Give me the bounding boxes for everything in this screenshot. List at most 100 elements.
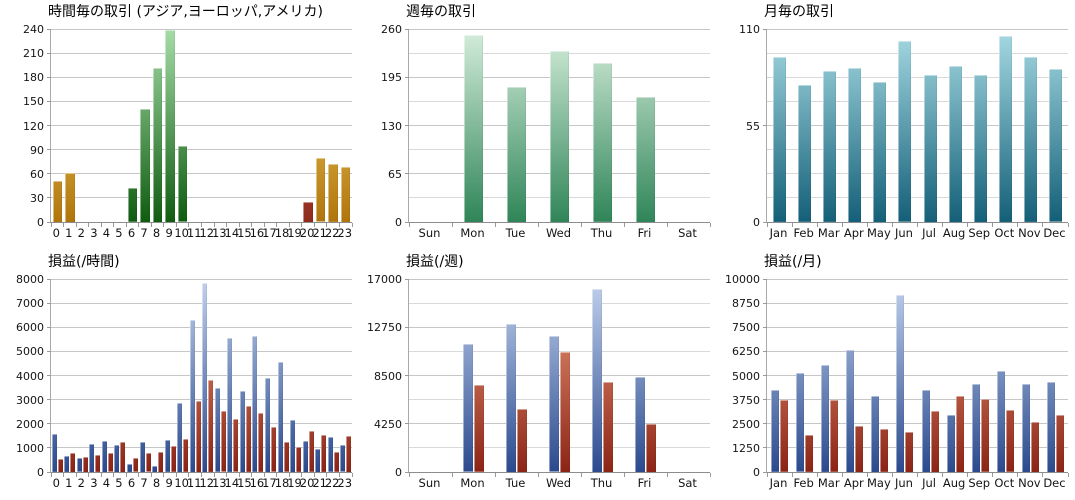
x-axis-label: 16 (249, 226, 265, 240)
y-gridline (51, 100, 352, 102)
y-axis-label: 6000 (16, 321, 44, 335)
x-axis-tick (313, 473, 315, 477)
y-gridline (409, 278, 710, 280)
y-gridline (409, 302, 710, 304)
bar-6-profit (127, 464, 133, 472)
y-axis-label: 5000 (16, 345, 44, 359)
bar-Tue-profit (506, 323, 516, 472)
bar-Jul-loss (930, 410, 939, 472)
y-axis-label: 0 (37, 216, 44, 229)
y-gridline (51, 278, 352, 280)
bar-10-profit (177, 402, 183, 472)
bar-13-profit (214, 388, 220, 472)
y-gridline (51, 350, 352, 352)
y-axis-tick (47, 278, 51, 280)
x-axis-tick (666, 223, 668, 227)
y-axis-tick (405, 221, 409, 223)
bar-19-loss (296, 447, 302, 472)
y-axis-tick (763, 447, 767, 449)
bar-20-trades (303, 201, 313, 222)
bar-Dec-loss (1055, 414, 1064, 472)
bar-8-trades (152, 67, 163, 222)
bar-Sep-loss (980, 399, 989, 472)
x-axis-tick (623, 223, 625, 227)
y-axis-label: 120 (23, 119, 44, 133)
y-axis-label: 60 (30, 167, 44, 181)
x-axis-label: 1 (65, 226, 73, 240)
x-axis-label: 4 (102, 476, 111, 490)
y-gridline (51, 447, 352, 449)
bar-6-trades (127, 188, 138, 222)
bar-22-loss (333, 452, 339, 472)
y-axis-label: 3000 (16, 393, 44, 407)
y-axis-tick (763, 471, 767, 473)
y-gridline (767, 302, 1068, 304)
bar-Tue-loss (517, 408, 527, 472)
x-axis-tick (263, 223, 265, 227)
x-axis-label: Mar (817, 476, 840, 490)
bar-Feb-trades (798, 85, 812, 222)
bar-Jan-profit (771, 390, 780, 472)
plot-area-weekly-profit-loss (405, 278, 711, 477)
x-axis-label: 22 (324, 226, 340, 240)
y-gridline (51, 302, 352, 304)
y-axis-label: 0 (753, 216, 760, 229)
x-axis-label: Fri (637, 226, 652, 240)
y-gridline (767, 447, 1068, 449)
x-axis-tick (251, 223, 253, 227)
bar-10-trades (177, 146, 188, 222)
bar-0-loss (57, 458, 63, 472)
x-axis-label: Jul (922, 476, 936, 490)
bar-23-profit (340, 445, 346, 472)
x-axis-label: Mar (817, 226, 840, 240)
y-gridline (409, 399, 710, 401)
x-axis-tick (226, 473, 228, 477)
x-axis-tick (1017, 223, 1019, 227)
x-axis-tick (125, 223, 127, 227)
x-axis-tick (338, 223, 340, 227)
x-axis-label: 12 (199, 226, 215, 240)
y-gridline (767, 197, 1068, 199)
bar-18-loss (283, 442, 289, 472)
x-axis-tick (263, 473, 265, 477)
chart-title-monthly-profit-loss: 損益(/月) (764, 254, 822, 270)
x-axis-tick (163, 223, 165, 227)
bar-Mar-trades (823, 71, 837, 222)
y-axis-tick (405, 173, 409, 175)
bar-Aug-loss (955, 395, 964, 472)
y-gridline (51, 76, 352, 78)
x-axis-tick (666, 473, 668, 477)
x-axis-tick (75, 223, 77, 227)
chart-hourly-profit-loss: 損益(/時間) 0 1000 2000 3000 4000 5000 6000 7000 800… (0, 250, 358, 500)
y-axis-tick (405, 278, 409, 280)
x-axis-label: 7 (140, 476, 148, 490)
x-axis-label: Wed (545, 226, 572, 240)
chart-title-weekly-trades: 週毎の取引 (406, 4, 476, 20)
y-axis-label: 110 (739, 23, 760, 36)
y-axis-label: 0 (395, 216, 402, 229)
bar-Feb-profit (796, 373, 805, 472)
y-axis-label: 2500 (732, 417, 760, 431)
x-axis-label: 2 (77, 476, 86, 490)
x-axis-label: 8 (152, 476, 161, 490)
bar-1-profit (64, 456, 70, 472)
y-axis-tick (47, 173, 51, 175)
y-gridline (409, 423, 710, 425)
x-axis-tick (50, 473, 52, 477)
bar-Dec-profit (1046, 381, 1055, 472)
bar-Wed-loss (560, 351, 570, 472)
x-axis-label: Jun (894, 476, 913, 490)
bar-Dec-trades (1048, 69, 1062, 222)
x-axis-label: 9 (165, 476, 173, 490)
bar-10-loss (183, 439, 189, 472)
y-axis-label: 8000 (16, 273, 44, 286)
x-axis-tick (351, 223, 353, 227)
bar-Nov-loss (1030, 421, 1039, 472)
bar-7-trades (140, 108, 150, 222)
bar-16-loss (258, 413, 264, 472)
bar-Thu-profit (592, 288, 602, 472)
x-axis-label: May (866, 226, 891, 240)
bar-Jun-profit (896, 294, 905, 472)
x-axis-tick (175, 223, 177, 227)
x-axis-label: 18 (274, 226, 290, 240)
